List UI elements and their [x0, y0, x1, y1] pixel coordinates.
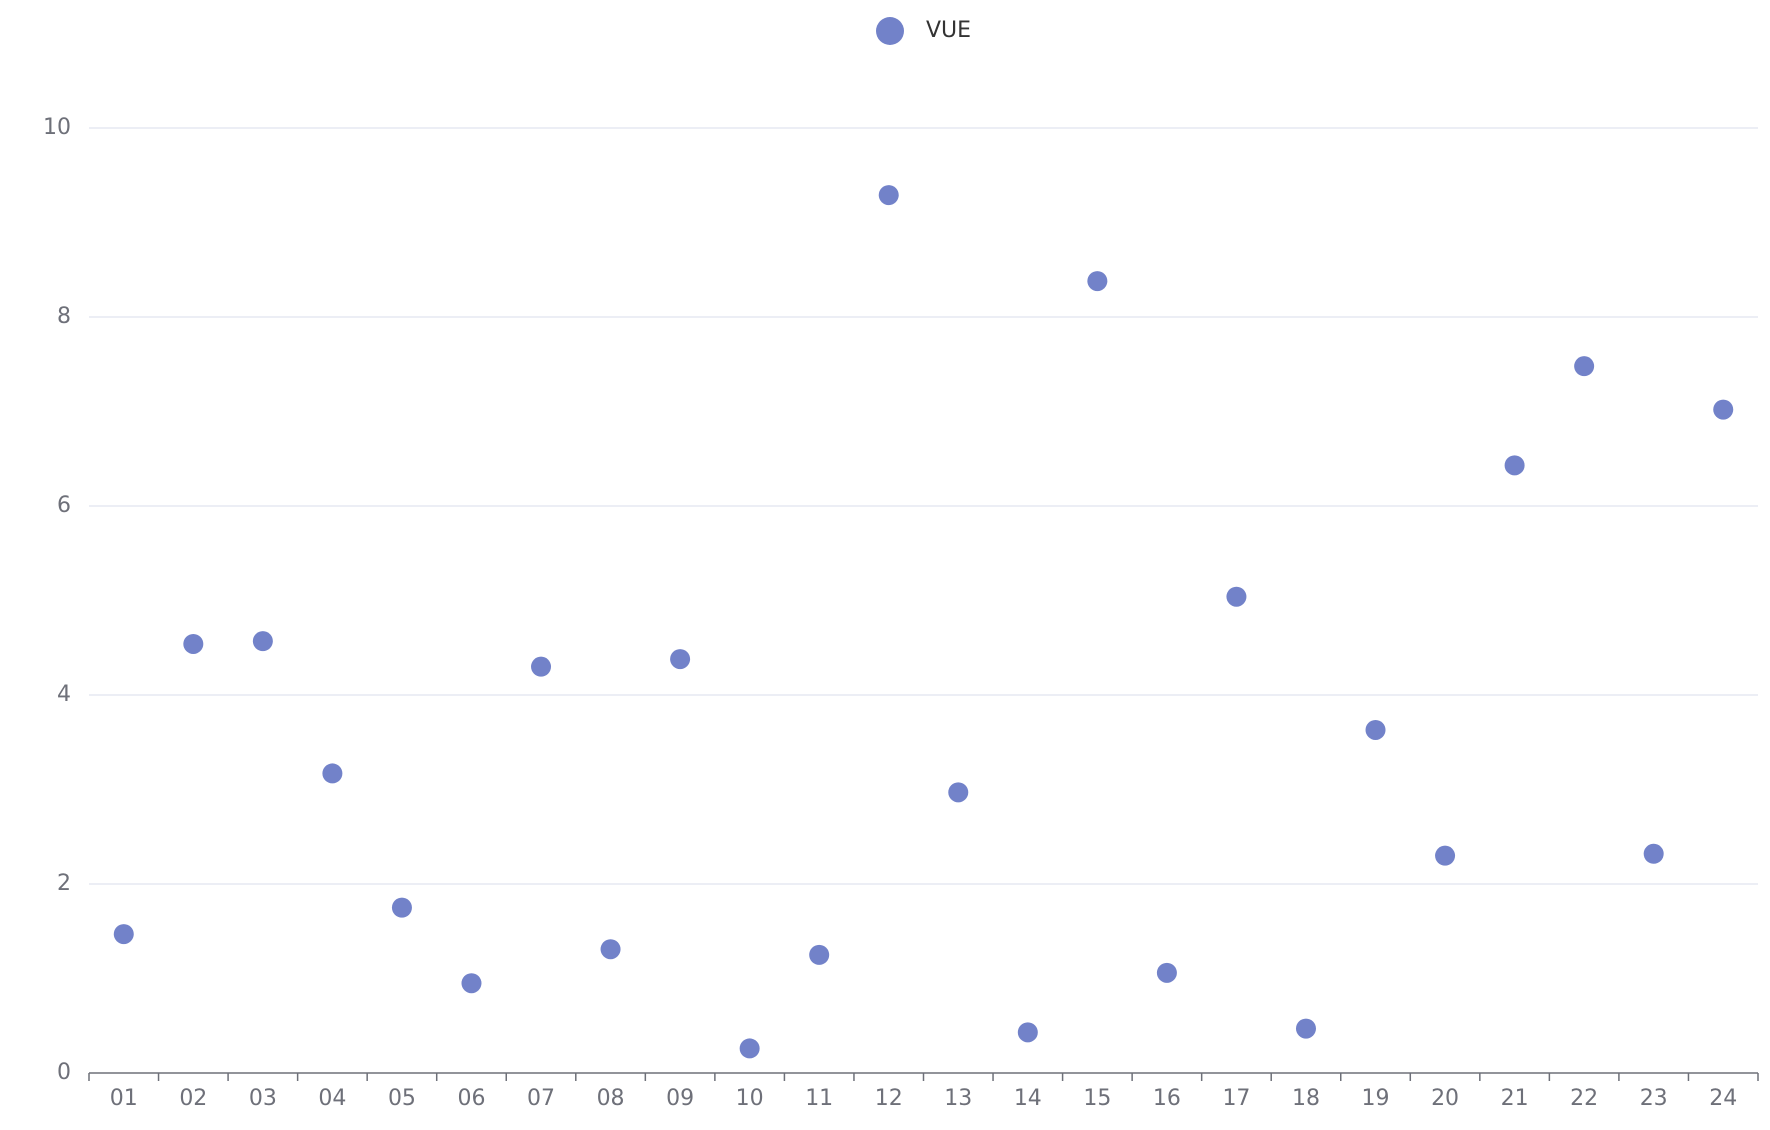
x-tick-label: 09 — [666, 1086, 694, 1111]
x-tick-label: 06 — [457, 1086, 485, 1111]
point — [670, 649, 691, 670]
x-tick-label: 24 — [1709, 1086, 1737, 1111]
x-tick-label: 23 — [1640, 1086, 1668, 1111]
x-tick-label: 16 — [1153, 1086, 1181, 1111]
point — [600, 939, 621, 960]
x-tick-label: 14 — [1014, 1086, 1042, 1111]
x-tick-label: 02 — [179, 1086, 207, 1111]
x-tick-label: 11 — [805, 1086, 833, 1111]
x-tick-label: 15 — [1083, 1086, 1111, 1111]
x-tick-label: 05 — [388, 1086, 416, 1111]
legend-marker — [876, 17, 904, 45]
point — [1504, 455, 1525, 476]
point — [1226, 586, 1247, 607]
x-tick-label: 20 — [1431, 1086, 1459, 1111]
point — [1295, 1018, 1316, 1039]
y-tick-label: 8 — [57, 304, 71, 329]
y-tick-label: 0 — [57, 1060, 71, 1085]
x-tick-label: 07 — [527, 1086, 555, 1111]
x-tick-label: 22 — [1570, 1086, 1598, 1111]
point — [252, 631, 273, 652]
point — [1574, 356, 1595, 377]
y-tick-label: 6 — [57, 493, 71, 518]
x-tick-label: 03 — [249, 1086, 277, 1111]
point — [1017, 1022, 1038, 1043]
point — [1156, 962, 1177, 983]
point — [948, 782, 969, 803]
x-tick-label: 01 — [110, 1086, 138, 1111]
point — [1713, 399, 1734, 420]
point — [1643, 843, 1664, 864]
x-tick-label: 19 — [1362, 1086, 1390, 1111]
point — [531, 656, 552, 677]
point — [391, 897, 412, 918]
legend-label: VUE — [926, 18, 971, 43]
x-tick-label: 13 — [944, 1086, 972, 1111]
x-tick-label: 21 — [1501, 1086, 1529, 1111]
point — [1365, 719, 1386, 740]
point — [1435, 845, 1456, 866]
point — [461, 973, 482, 994]
x-tick-label: 12 — [875, 1086, 903, 1111]
x-tick-label: 18 — [1292, 1086, 1320, 1111]
x-tick-label: 08 — [597, 1086, 625, 1111]
point — [1087, 271, 1108, 292]
x-tick-label: 10 — [736, 1086, 764, 1111]
point — [739, 1038, 760, 1059]
point — [878, 185, 899, 206]
x-tick-label: 17 — [1222, 1086, 1250, 1111]
y-tick-label: 4 — [57, 682, 71, 707]
point — [113, 924, 134, 945]
point — [809, 944, 830, 965]
y-tick-label: 2 — [57, 871, 71, 896]
x-tick-label: 04 — [318, 1086, 346, 1111]
point — [322, 763, 343, 784]
y-tick-label: 10 — [43, 115, 71, 140]
point — [183, 633, 204, 654]
